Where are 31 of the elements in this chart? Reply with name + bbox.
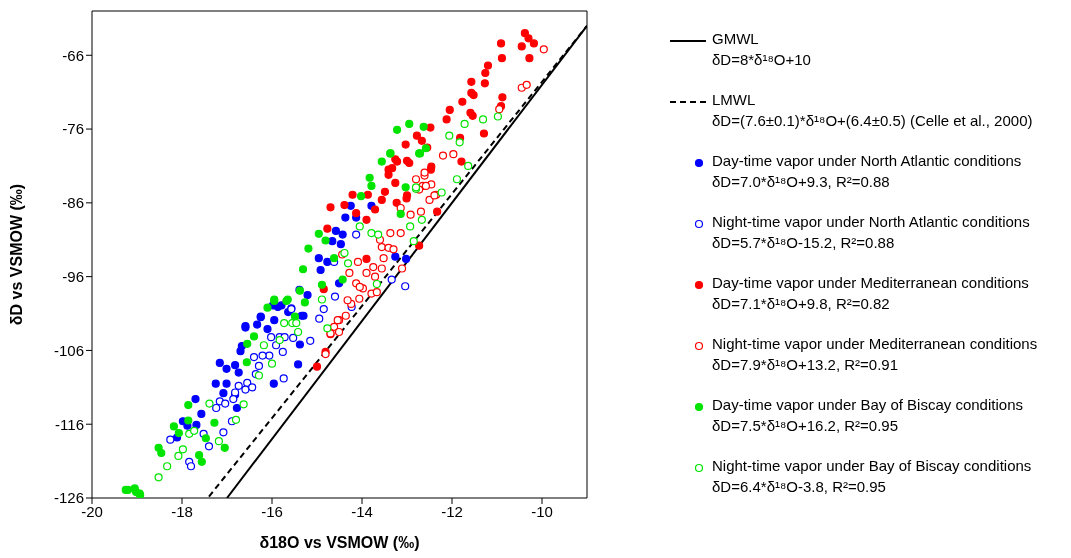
legend-label: Day-time vapor under North Atlantic conditions (712, 152, 1022, 169)
text: δD=7.9*δ¹⁸O+13.2, R²=0.91 (712, 356, 899, 373)
text: δD=7.0*δ¹⁸O+9.3, R²=0.88 (712, 173, 890, 190)
legend-label: Night-time vapor under Bay of Biscay conditions (712, 457, 1032, 474)
y-axis-title: δD vs VSMOW (‰) (7, 183, 25, 326)
x-tick-label: -20 (81, 502, 103, 520)
legend-label: Day-time vapor under Mediterranean conditions (712, 274, 1029, 291)
legend-label: GMWL (712, 30, 759, 47)
text: δD=7.5*δ¹⁸O+16.2, R²=0.95 (712, 417, 899, 434)
x-tick-label: -14 (351, 502, 373, 520)
y-tick-label: -76 (62, 120, 84, 138)
legend-label: Night-time vapor under Mediterranean conditions (712, 335, 1038, 352)
legend-label: Night-time vapor under North Atlantic conditions (712, 213, 1030, 230)
text: δD=5.7*δ¹⁸O-15.2, R²=0.88 (712, 234, 895, 251)
y-tick-label: -86 (62, 194, 84, 212)
x-tick-label: -12 (441, 502, 463, 520)
y-tick-label: -106 (53, 341, 84, 359)
x-tick-label: -16 (261, 502, 283, 520)
y-tick-label: -126 (53, 489, 84, 507)
legend-label: Day-time vapor under Bay of Biscay conditions (712, 396, 1023, 413)
y-tick-label: -116 (55, 415, 84, 433)
x-axis-title: δ18O vs VSMOW (‰) (259, 534, 420, 551)
legend-label: LMWL (712, 91, 756, 108)
y-tick-label: -66 (62, 46, 84, 64)
y-tick-label: -96 (62, 267, 84, 285)
text: δD=6.4*δ¹⁸O-3.8, R²=0.95 (712, 478, 886, 495)
x-tick-label: -18 (171, 502, 193, 520)
x-tick-label: -10 (531, 502, 553, 520)
text: δD=(7.6±0.1)*δ¹⁸O+(6.4±0.5) (Celle et al., 2000) (712, 112, 1033, 129)
text: δD=8*δ¹⁸O+10 (712, 51, 811, 68)
text: δD=7.1*δ¹⁸O+9.8, R²=0.82 (712, 295, 890, 312)
